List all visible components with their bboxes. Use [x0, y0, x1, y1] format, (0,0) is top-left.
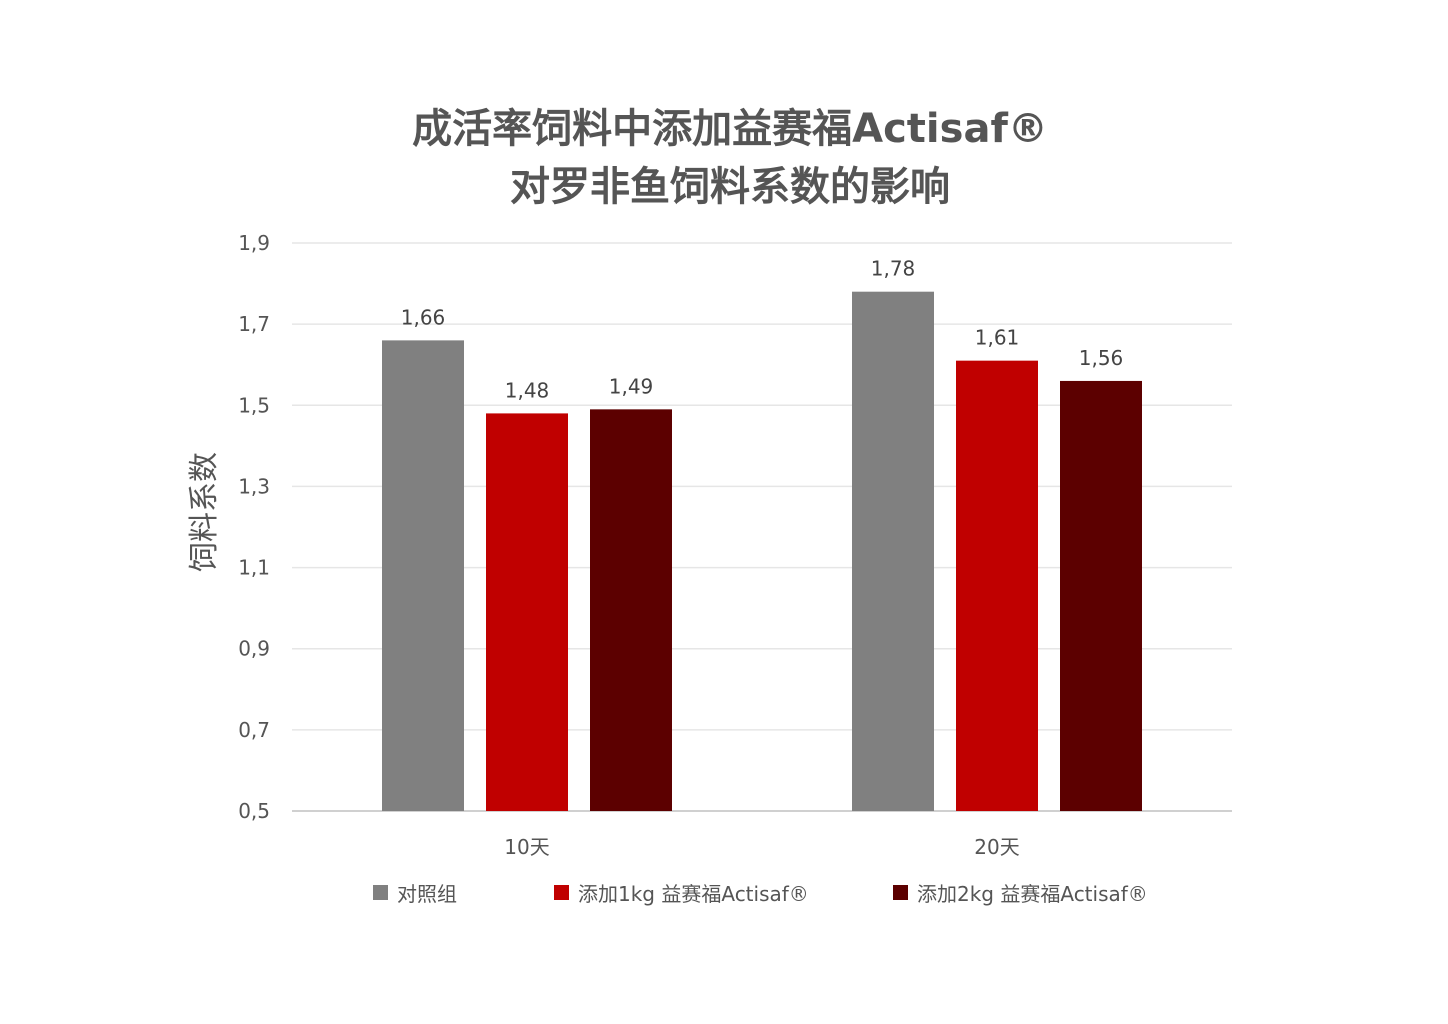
y-axis-ticks: 0,5 0,7 0,9 1,1 1,3 1,5 1,7 1,9 [238, 231, 270, 823]
category-label: 10天 [504, 835, 549, 859]
bars [382, 291, 1142, 812]
y-tick-label: 1,9 [238, 231, 270, 255]
y-tick-label: 1,5 [238, 393, 270, 417]
y-tick-label: 1,3 [238, 474, 270, 498]
legend-label: 添加2kg 益赛福Actisaf® [917, 882, 1148, 906]
category-label: 20天 [974, 835, 1019, 859]
data-label: 1,61 [975, 326, 1020, 350]
legend: 对照组 添加1kg 益赛福Actisaf® 添加2kg 益赛福Actisaf® [373, 882, 1148, 906]
bar [956, 360, 1038, 811]
bar [590, 409, 672, 811]
data-label: 1,66 [401, 305, 446, 329]
data-label: 1,78 [871, 257, 916, 281]
y-tick-label: 1,7 [238, 312, 270, 336]
chart-title-line-1: 成活率饲料中添加益赛福Actisaf® [412, 106, 1048, 152]
data-label: 1,48 [505, 378, 550, 402]
y-axis-label: 饲料系数 [187, 452, 222, 572]
y-tick-label: 1,1 [238, 556, 270, 580]
bar [382, 340, 464, 811]
legend-label: 添加1kg 益赛福Actisaf® [578, 882, 809, 906]
bar [486, 413, 568, 811]
legend-swatch [373, 885, 388, 900]
data-label: 1,56 [1079, 346, 1124, 370]
data-label: 1,49 [609, 374, 654, 398]
legend-label: 对照组 [397, 882, 457, 906]
bar [852, 291, 934, 812]
category-labels: 10天 20天 [504, 835, 1019, 859]
y-tick-label: 0,5 [238, 799, 270, 823]
chart-title-line-2: 对罗非鱼饲料系数的影响 [510, 164, 950, 210]
bar [1060, 380, 1142, 811]
y-tick-label: 0,9 [238, 637, 270, 661]
y-tick-label: 0,7 [238, 718, 270, 742]
data-labels: 1,66 1,48 1,49 1,78 1,61 1,56 [401, 257, 1124, 403]
legend-swatch [554, 885, 569, 900]
legend-swatch [893, 885, 908, 900]
